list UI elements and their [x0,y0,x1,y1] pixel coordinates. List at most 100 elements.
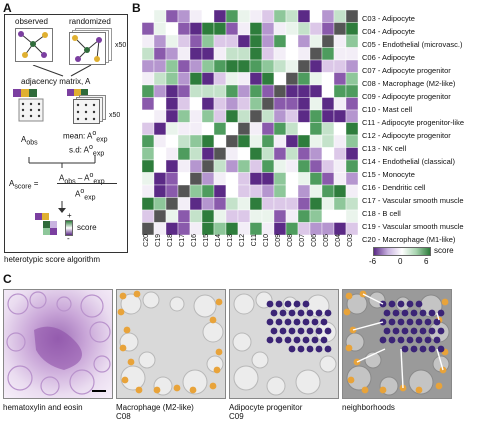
mean-label: mean: Aoexp [63,130,108,144]
row-label: C16 - Dendritic cell [362,183,426,192]
heatmap-cell [225,184,239,198]
progenitor-spot [275,300,283,308]
progenitor-spot [415,336,423,344]
heatmap-cell [201,34,215,48]
heatmap-cell [321,97,335,111]
macrophage-spot [379,386,387,394]
progenitor-spot [324,327,332,335]
macrophage-spot [347,376,355,384]
heatmap-cell [297,172,311,186]
heatmap-cell [345,10,359,23]
heatmap-cell [309,84,323,98]
heatmap-cell [189,159,203,173]
heatmap-cell [285,10,299,23]
progenitor-spot [320,336,328,344]
heatmap-cell [225,84,239,98]
heatmap-cell [165,47,179,61]
heatmap-cell [201,172,215,186]
heatmap-cell [249,184,263,198]
heatmap-cell [142,84,155,98]
heatmap-cell [237,22,251,36]
progenitor-spot [383,327,391,335]
heatmap-cell [237,159,251,173]
neighborhood-arrow [436,312,440,321]
row-label: C17 - Vascular smooth muscle [362,196,464,205]
sd-label: s.d: Aoexp [69,144,105,158]
heatmap-cell [165,209,179,223]
heatmap-cell [321,159,335,173]
heatmap-cell [142,34,155,48]
heatmap-cell [142,59,155,73]
heatmap-cell [345,34,359,48]
caption-c08: Macrophage (M2-like) C08 [116,403,194,421]
adipocyte-outline [193,294,217,318]
heatmap-cell [261,172,275,186]
heatmap-cell [142,134,155,148]
heatmap-cell [261,122,275,136]
heatmap-cell [273,59,287,73]
progenitor-spot [297,327,305,335]
heatmap-cell [177,47,191,61]
heatmap-cell [213,47,227,61]
macrophage-spot [345,344,353,352]
progenitor-spot [266,336,274,344]
macrophage-spot [121,376,129,384]
heatmap-cell [285,197,299,211]
heatmap-cell [225,172,239,186]
col-label: C16 [191,234,198,247]
heatmap-cell [142,122,155,136]
progenitor-spot [275,318,283,326]
heatmap-cell [142,147,155,161]
heatmap-cell [189,209,203,223]
heatmap-cell [142,22,155,36]
heatmap-cell [213,209,227,223]
col-label: C03 [347,234,354,247]
heatmap-cell [321,172,335,186]
heatmap-cell [273,109,287,123]
heatmap-cell [153,159,167,173]
heatmap-cell [153,184,167,198]
heatmap-cell [333,72,347,86]
heatmap-cell [261,209,275,223]
c09-spot-overlay [232,291,337,396]
progenitor-spot [419,327,427,335]
heatmap-cell [273,172,287,186]
heatmap-cell [321,109,335,123]
neighborhood-arrow [352,321,384,331]
heatmap-cell [225,209,239,223]
progenitor-spot [401,309,409,317]
adipocyte-outline [295,369,321,395]
heatmap-cell [333,10,347,23]
observed-graph-icon [15,28,53,62]
neighborhood-arrow [400,348,404,389]
row-label: C06 - Adipocyte [362,53,415,62]
heatmap-cell [189,109,203,123]
randomized-matrix-icon [67,89,106,124]
a-score-label: Ascore = [9,179,39,191]
neighborhoods-overlay-image [342,289,452,399]
progenitor-spot [388,300,396,308]
adipocyte-outline [120,293,142,315]
row-label: C19 - Vascular smooth muscle [362,222,464,231]
progenitor-spot [275,336,283,344]
heatmap-cell [165,97,179,111]
heatmap-cell [189,197,203,211]
progenitor-spot [428,309,436,317]
progenitor-spot [419,345,427,353]
heatmap-cell [177,97,191,111]
progenitor-spot [388,318,396,326]
heterotypic-score-heatmap [142,10,359,236]
heatmap-cell [177,159,191,173]
heatmap-cell [249,197,263,211]
heatmap-cell [225,197,239,211]
heatmap-cell [189,172,203,186]
progenitor-spot [320,318,328,326]
heatmap-cell [165,159,179,173]
heatmap-cell [345,47,359,61]
arrows-to-adjacency [32,65,92,77]
adipocyte-outline [169,296,185,312]
heatmap-cell [309,184,323,198]
progenitor-spot [392,309,400,317]
heatmap-cell [189,97,203,111]
heatmap-cell [345,222,359,236]
